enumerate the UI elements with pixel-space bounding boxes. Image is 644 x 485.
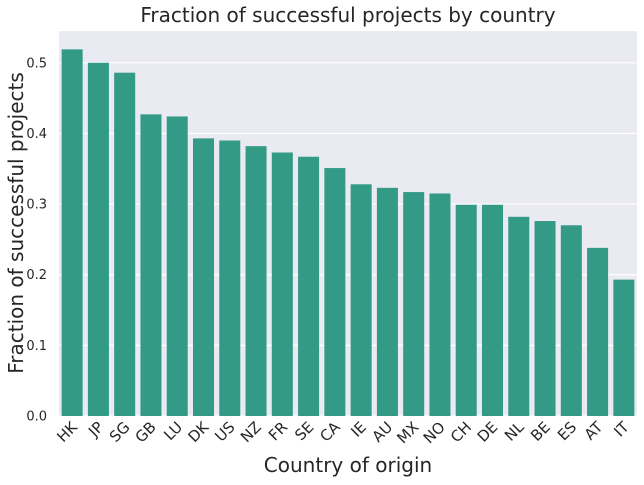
bar-fr (271, 152, 293, 417)
x-tick-label: NL (501, 418, 528, 445)
bar-gb (140, 114, 162, 417)
x-tick-label: HK (53, 417, 81, 445)
bar-no (429, 193, 451, 416)
x-tick-label: DK (184, 417, 213, 446)
x-tick-label: LU (160, 418, 186, 444)
y-axis-label: Fraction of successful projects (4, 72, 28, 374)
bar-ch (455, 204, 477, 416)
bar-hk (61, 49, 83, 416)
x-tick-label: FR (265, 418, 291, 444)
bar-us (219, 140, 241, 416)
x-tick-label: SE (291, 418, 317, 444)
bar-be (534, 221, 556, 416)
bar-jp (87, 62, 109, 416)
x-tick-label: AU (368, 418, 396, 446)
bar-nl (508, 216, 530, 416)
x-tick-label: NO (420, 418, 449, 447)
bar-se (298, 156, 320, 417)
bar-mx (403, 192, 425, 416)
bar-de (481, 204, 504, 416)
x-tick-label: CA (316, 418, 344, 446)
x-tick-label: IE (347, 418, 370, 441)
bar-ie (350, 184, 372, 416)
y-axis-ticks: 0.0 0.1 0.2 0.3 0.4 0.5 (26, 56, 47, 424)
y-tick-label: 0.4 (26, 127, 47, 142)
y-tick-label: 0.3 (26, 198, 47, 213)
x-tick-label: AT (581, 418, 607, 444)
x-axis-label: Country of origin (264, 453, 432, 477)
y-tick-label: 0.5 (26, 56, 47, 71)
y-tick-label: 0.2 (26, 268, 47, 283)
x-tick-label: BE (527, 418, 554, 445)
x-tick-label: GB (132, 418, 160, 446)
x-tick-label: JP (84, 418, 107, 441)
chart-title: Fraction of successful projects by count… (140, 3, 555, 27)
bar-ca (324, 168, 346, 416)
y-tick-label: 0.1 (26, 339, 47, 354)
bar-dk (192, 138, 215, 416)
bar-it (613, 279, 635, 416)
bar-sg (114, 72, 136, 417)
bars (61, 49, 635, 417)
x-tick-label: NZ (237, 418, 265, 446)
bar-lu (166, 116, 188, 417)
x-tick-label: CH (447, 418, 475, 446)
x-tick-label: IT (610, 418, 633, 441)
x-tick-label: SG (106, 418, 134, 446)
x-tick-label: US (211, 418, 238, 445)
bar-at (587, 247, 609, 416)
bar-au (376, 187, 398, 416)
y-tick-label: 0.0 (26, 410, 47, 425)
bar-nz (245, 146, 267, 416)
x-tick-label: MX (393, 418, 422, 447)
x-tick-label: DE (474, 418, 502, 446)
bar-es (560, 225, 582, 416)
x-tick-label: ES (554, 418, 580, 444)
